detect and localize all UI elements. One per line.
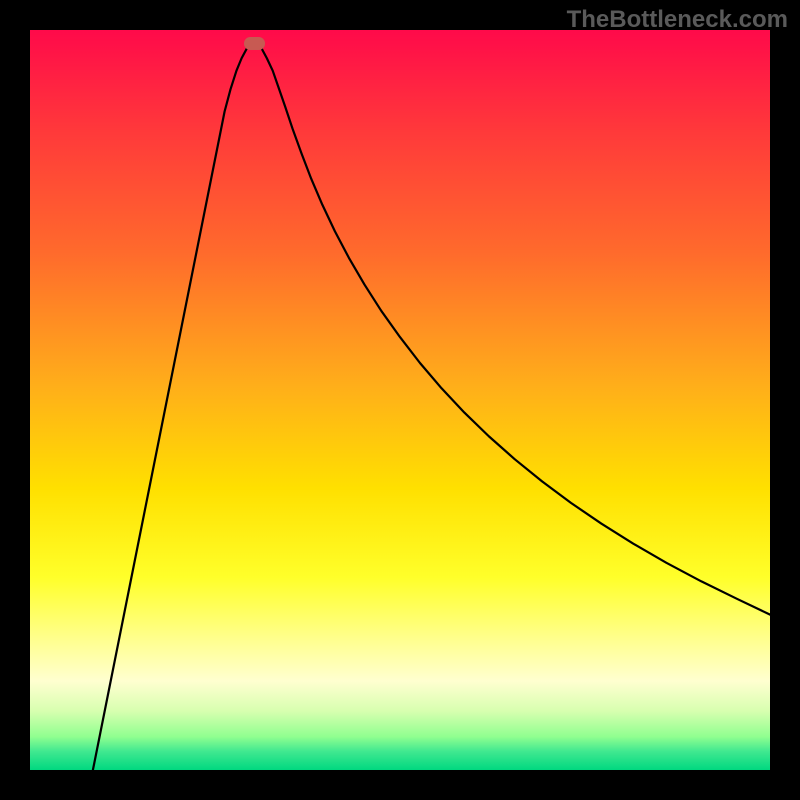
chart-frame: TheBottleneck.com: [0, 0, 800, 800]
plot-area: [30, 30, 770, 770]
watermark-text: TheBottleneck.com: [567, 6, 788, 34]
bottleneck-curve: [30, 30, 770, 770]
optimal-point-marker: [244, 37, 265, 50]
